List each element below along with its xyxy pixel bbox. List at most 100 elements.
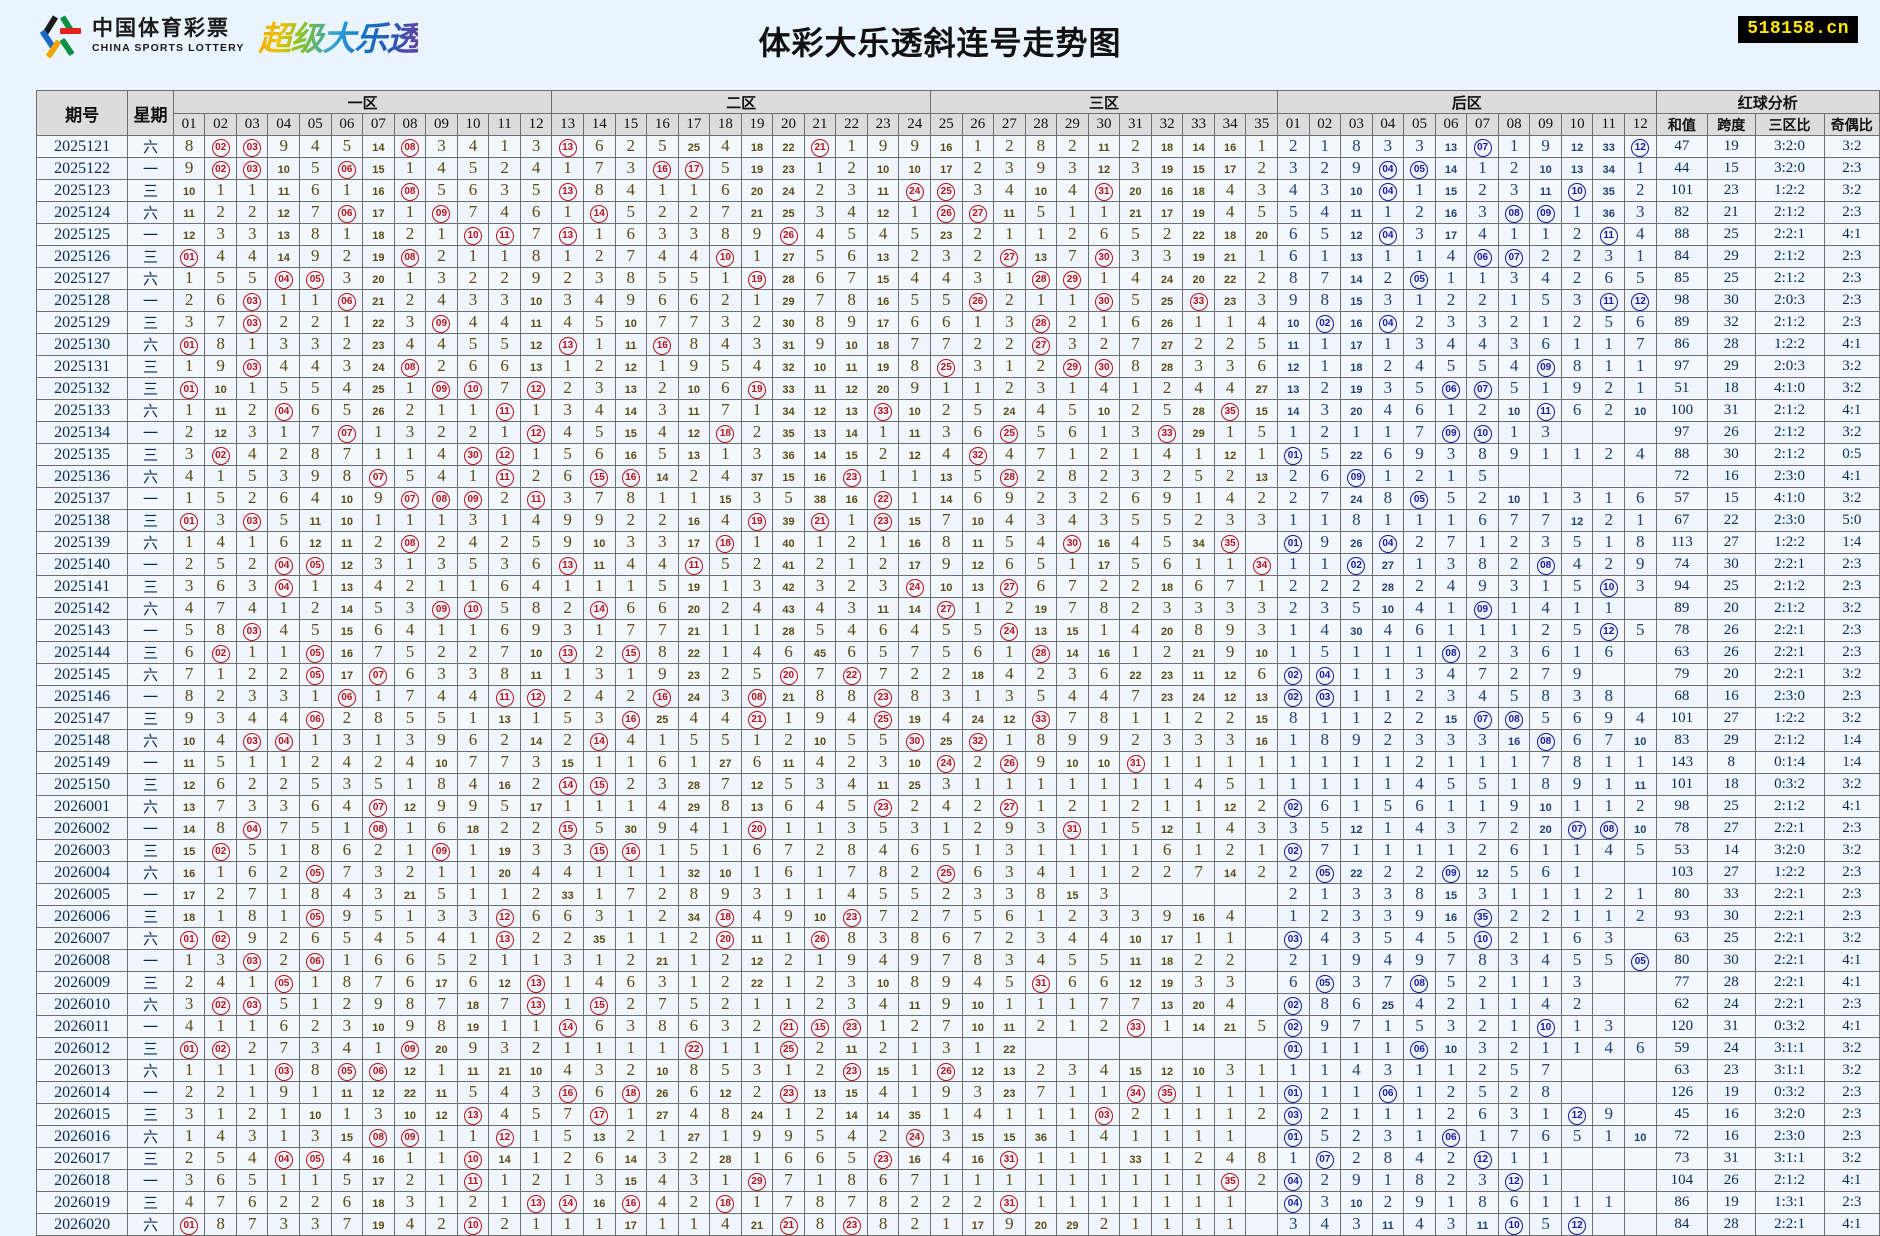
row-issue-number[interactable]: 2025142 (35, 597, 129, 620)
row-issue-number[interactable]: 2025149 (35, 751, 129, 774)
row-issue-number[interactable]: 2026015 (35, 1103, 129, 1126)
table-row[interactable]: 2025121 六 8 02 03 9 4 5 14 08 3 4 1 3 13 6 2 5 25 4 18 22 21 1 9… (35, 135, 1880, 158)
row-issue-number[interactable]: 2025122 (35, 157, 129, 180)
table-row[interactable]: 2026019 三 4 7 6 2 2 6 18 3 1 2 1 13 14 16 16 4 2 18 1 7 8 7 8 2 2 2… (35, 1191, 1880, 1214)
row-issue-number[interactable]: 2025134 (35, 421, 129, 444)
row-issue-number[interactable]: 2026007 (35, 927, 129, 950)
row-issue-number[interactable]: 2026002 (35, 817, 129, 840)
table-row[interactable]: 2025125 一 12 3 3 13 8 1 18 2 1 10 11 7 13 1 6 3 3 8 9 26 4 5 4 5 2… (35, 223, 1880, 246)
table-row[interactable]: 2025138 三 01 3 03 5 11 10 1 1 1 3 1 4 9 9 2 2 16 4 19 39 21 1 23… (35, 509, 1880, 532)
table-row[interactable]: 2026006 三 18 1 8 1 05 9 5 1 3 3 12 6 6 3 1 2 34 18 4 9 10 23 7 2 7… (35, 905, 1880, 928)
table-row[interactable]: 2025127 六 1 5 5 04 05 3 20 1 3 2 2 9 2 3 8 5 5 1 19 28 6 7 15 4 4 3… (35, 267, 1880, 290)
row-issue-number[interactable]: 2026005 (35, 883, 129, 906)
row-issue-number[interactable]: 2026008 (35, 949, 129, 972)
row-issue-number[interactable]: 2025141 (35, 575, 129, 598)
table-row[interactable]: 2026007 六 01 02 9 2 6 5 4 5 4 1 13 2 2 35 1 1 2 20 11 1 26 8 3 8 6… (35, 927, 1880, 950)
table-row[interactable]: 2025149 一 11 5 1 1 2 4 2 4 10 7 7 3 15 1 1 6 1 27 6 11 4 2 3 10 24… (35, 751, 1880, 774)
row-issue-number[interactable]: 2026016 (35, 1125, 129, 1148)
row-issue-number[interactable]: 2025143 (35, 619, 129, 642)
row-issue-number[interactable]: 2025150 (35, 773, 129, 796)
table-row[interactable]: 2025144 三 6 02 1 1 05 16 7 5 2 2 7 10 13 2 15 8 22 1 4 6 45 6 5 7… (35, 641, 1880, 664)
row-issue-number[interactable]: 2025132 (35, 377, 129, 400)
row-issue-number[interactable]: 2025121 (35, 135, 129, 158)
table-row[interactable]: 2025123 三 10 1 1 11 6 1 16 08 5 6 3 5 13 8 4 1 1 6 20 24 2 3 11 2… (35, 179, 1880, 202)
row-issue-number[interactable]: 2025148 (35, 729, 129, 752)
table-row[interactable]: 2026001 六 13 7 3 3 6 4 07 12 9 9 5 17 1 1 1 4 29 8 13 6 4 5 23 2 4… (35, 795, 1880, 818)
row-issue-number[interactable]: 2025137 (35, 487, 129, 510)
table-row[interactable]: 2026003 三 15 02 5 1 8 6 2 1 09 1 19 3 3 15 16 1 5 1 6 7 2 8 4 6 5 1… (35, 839, 1880, 862)
table-row[interactable]: 2025140 一 2 5 2 04 05 12 3 1 3 5 3 6 13 11 4 4 11 5 2 41 2 1 2 17… (35, 553, 1880, 576)
table-row[interactable]: 2026008 一 1 3 03 2 06 1 6 6 5 2 1 1 3 1 2 21 1 2 12 2 1 9 4 9 7 8 3 4… (35, 949, 1880, 972)
table-row[interactable]: 2025142 六 4 7 4 1 2 14 5 3 09 10 5 8 2 14 6 6 20 2 4 43 4 3 11 14… (35, 597, 1880, 620)
row-issue-number[interactable]: 2026001 (35, 795, 129, 818)
table-row[interactable]: 2025141 三 3 6 3 04 1 13 4 2 1 1 6 4 1 1 1 5 19 1 3 42 3 2 3 24 10 1… (35, 575, 1880, 598)
table-row[interactable]: 2026020 六 01 8 7 3 3 7 19 4 2 10 2 1 1 1 17 1 1 4 21 21 8 23 8 2 1… (35, 1213, 1880, 1236)
row-issue-number[interactable]: 2025146 (35, 685, 129, 708)
row-issue-number[interactable]: 2026011 (35, 1015, 129, 1038)
table-row[interactable]: 2025145 六 7 1 2 2 05 17 07 6 3 3 8 11 1 3 1 9 23 2 5 20 7 22 7 2 2… (35, 663, 1880, 686)
row-issue-number[interactable]: 2026019 (35, 1191, 129, 1214)
row-issue-number[interactable]: 2026013 (35, 1059, 129, 1082)
table-row[interactable]: 2025137 一 1 5 2 6 4 10 9 07 08 09 2 11 3 7 8 1 1 15 3 5 38 16 22… (35, 487, 1880, 510)
table-row[interactable]: 2025146 一 8 2 3 3 1 06 1 7 4 4 11 12 2 4 2 16 24 3 08 21 8 8 23 8… (35, 685, 1880, 708)
table-row[interactable]: 2025130 六 01 8 1 3 3 2 23 4 4 5 5 12 13 1 11 16 8 4 3 31 9 10 18… (35, 333, 1880, 356)
row-issue-number[interactable]: 2025139 (35, 531, 129, 554)
table-row[interactable]: 2026005 一 17 2 7 1 8 4 3 21 5 1 1 2 33 1 7 2 8 9 3 1 1 4 5 5 2 3 3 8 1… (35, 883, 1880, 906)
table-row[interactable]: 2026016 六 1 4 3 1 3 15 08 09 1 1 12 1 5 13 2 1 27 1 9 9 5 4 2 24 3… (35, 1125, 1880, 1148)
table-row[interactable]: 2025148 六 10 4 03 04 1 3 1 3 9 6 2 14 2 14 4 1 5 5 1 2 10 5 5 30 2… (35, 729, 1880, 752)
row-issue-number[interactable]: 2025145 (35, 663, 129, 686)
row-issue-number[interactable]: 2025130 (35, 333, 129, 356)
table-row[interactable]: 2026010 六 3 02 03 5 1 2 9 8 7 18 7 13 1 15 2 7 5 2 1 1 2 3 4 11 9 1… (35, 993, 1880, 1016)
row-issue-number[interactable]: 2025125 (35, 223, 129, 246)
row-issue-number[interactable]: 2025140 (35, 553, 129, 576)
table-row[interactable]: 2025136 六 4 1 5 3 9 8 07 5 4 1 11 2 6 15 16 14 2 4 37 15 16 23 1… (35, 465, 1880, 488)
table-row[interactable]: 2025122 一 9 02 03 10 5 06 15 1 4 5 2 4 1 7 3 16 17 5 19 23 1 2 1… (35, 157, 1880, 180)
row-issue-number[interactable]: 2025127 (35, 267, 129, 290)
row-issue-number[interactable]: 2026017 (35, 1147, 129, 1170)
table-row[interactable]: 2026009 三 2 4 1 05 1 8 7 6 17 6 12 13 1 4 6 3 1 2 22 1 2 3 10 8 9 4… (35, 971, 1880, 994)
row-issue-number[interactable]: 2026018 (35, 1169, 129, 1192)
table-row[interactable]: 2025124 六 11 2 2 12 7 06 17 1 09 7 4 6 1 14 5 2 2 7 21 25 3 4 12… (35, 201, 1880, 224)
table-row[interactable]: 2025143 一 5 8 03 4 5 15 6 4 1 1 6 9 3 1 7 7 21 1 1 28 5 4 6 4 5 5 24… (35, 619, 1880, 642)
table-row[interactable]: 2025126 三 01 4 4 14 9 2 19 08 2 1 1 8 1 2 7 4 4 10 1 27 5 6 13 2 3… (35, 245, 1880, 268)
table-row[interactable]: 2025128 一 2 6 03 1 1 06 21 2 4 3 3 10 3 4 9 6 6 2 1 29 7 8 16 5 5 2… (35, 289, 1880, 312)
row-issue-number[interactable]: 2026003 (35, 839, 129, 862)
table-row[interactable]: 2025134 一 2 12 3 1 7 07 1 3 2 2 1 12 4 5 15 4 12 18 2 35 13 14 1… (35, 421, 1880, 444)
row-issue-number[interactable]: 2025135 (35, 443, 129, 466)
table-row[interactable]: 2026002 一 14 8 04 7 5 1 08 1 6 18 2 2 15 5 30 9 4 1 20 1 1 3 5 3 1… (35, 817, 1880, 840)
table-row[interactable]: 2025139 六 1 4 1 6 12 11 2 08 2 4 2 5 9 10 3 3 17 18 1 40 1 2 1 16… (35, 531, 1880, 554)
row-issue-number[interactable]: 2025147 (35, 707, 129, 730)
table-row[interactable]: 2025135 三 3 02 4 2 8 7 1 1 4 30 12 1 5 6 16 5 13 1 3 36 14 15 2 1… (35, 443, 1880, 466)
row-issue-number[interactable]: 2025128 (35, 289, 129, 312)
table-row[interactable]: 2025132 三 01 10 1 5 5 4 25 1 09 10 7 12 2 3 13 2 10 6 19 33 11… (35, 377, 1880, 400)
table-row[interactable]: 2025147 三 9 3 4 4 06 2 8 5 5 1 13 1 5 3 16 25 4 4 21 1 9 4 25 19 4… (35, 707, 1880, 730)
table-row[interactable]: 2026014 一 2 2 1 9 1 11 12 22 11 5 4 3 16 6 18 26 6 12 2 23 13 1… (35, 1081, 1880, 1104)
table-row[interactable]: 2026015 三 3 1 2 1 10 1 3 10 12 13 4 5 7 17 1 27 4 8 24 1 2 14 14… (35, 1103, 1880, 1126)
row-issue-number[interactable]: 2025133 (35, 399, 129, 422)
table-row[interactable]: 2026013 六 1 1 1 03 8 05 06 12 1 11 21 10 4 3 2 10 8 5 3 1 2 23 1… (35, 1059, 1880, 1082)
table-row[interactable]: 2026012 三 01 02 2 7 3 4 1 09 20 9 3 2 1 1 1 1 22 1 1 25 2 11 2 1 3… (35, 1037, 1880, 1060)
table-row[interactable]: 2025150 三 12 6 2 2 5 3 5 1 8 4 16 2 14 15 2 3 28 7 12 5 3 4 11 25… (35, 773, 1880, 796)
row-issue-number[interactable]: 2026010 (35, 993, 129, 1016)
row-issue-number[interactable]: 2026004 (35, 861, 129, 884)
row-issue-number[interactable]: 2026009 (35, 971, 129, 994)
row-issue-number[interactable]: 2026012 (35, 1037, 129, 1060)
table-row[interactable]: 2026017 三 2 5 4 04 05 4 16 1 1 10 14 1 2 6 14 3 2 28 1 6 6 5 23 1… (35, 1147, 1880, 1170)
row-issue-number[interactable]: 2025123 (35, 179, 129, 202)
row-issue-number[interactable]: 2025138 (35, 509, 129, 532)
table-row[interactable]: 2025131 三 1 9 03 4 4 3 24 08 2 6 6 13 1 2 12 1 9 5 4 32 10 11 19… (35, 355, 1880, 378)
row-issue-number[interactable]: 2025136 (35, 465, 129, 488)
row-issue-number[interactable]: 2025124 (35, 201, 129, 224)
table-row[interactable]: 2026011 一 4 1 1 6 2 3 10 9 8 19 1 1 14 6 3 8 6 3 2 21 15 23 1 2 7 1… (35, 1015, 1880, 1038)
table-row[interactable]: 2026004 六 16 1 6 2 05 7 3 2 1 1 20 4 4 1 1 1 32 10 1 6 1 7 8 2 25 6… (35, 861, 1880, 884)
row-issue-number[interactable]: 2026020 (35, 1213, 129, 1236)
table-row[interactable]: 2025129 三 3 7 03 2 2 1 22 3 09 4 4 11 4 5 10 7 7 3 2 30 8 9 17 6 6… (35, 311, 1880, 334)
table-row[interactable]: 2025133 六 1 11 2 04 6 5 26 2 1 1 11 1 3 4 14 3 11 7 1 34 12 13 3… (35, 399, 1880, 422)
row-issue-number[interactable]: 2025129 (35, 311, 129, 334)
row-issue-number[interactable]: 2025126 (35, 245, 129, 268)
row-issue-number[interactable]: 2025131 (35, 355, 129, 378)
row-issue-number[interactable]: 2026006 (35, 905, 129, 928)
row-issue-number[interactable]: 2025144 (35, 641, 129, 664)
row-issue-number[interactable]: 2026014 (35, 1081, 129, 1104)
table-row[interactable]: 2026018 一 3 6 5 1 1 5 17 2 1 11 1 2 1 3 15 4 3 1 29 7 1 8 6 7 1 1 1 1… (35, 1169, 1880, 1192)
